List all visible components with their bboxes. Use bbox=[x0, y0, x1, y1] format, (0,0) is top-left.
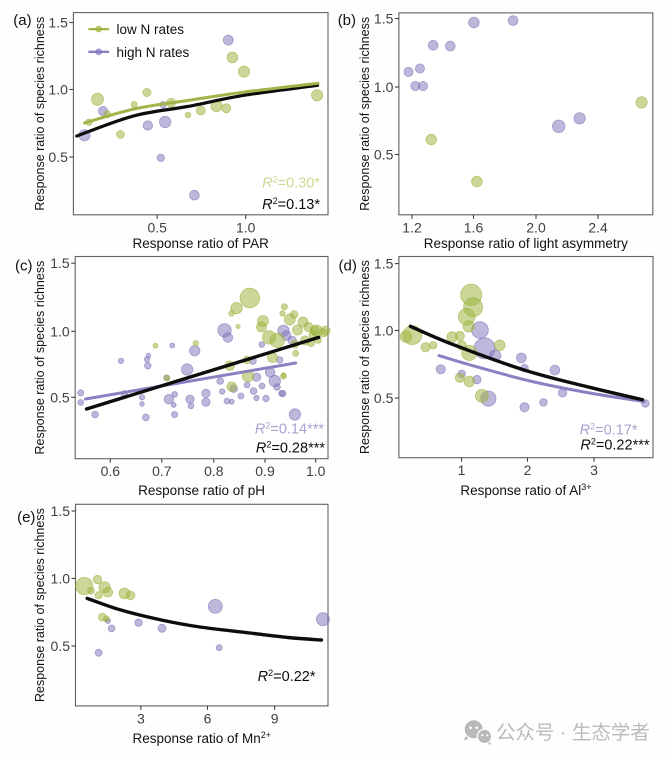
svg-text:Response ratio of species rich: Response ratio of species richness bbox=[33, 261, 47, 455]
svg-text:0.5: 0.5 bbox=[51, 638, 71, 654]
svg-text:2.4: 2.4 bbox=[588, 219, 608, 235]
svg-text:9: 9 bbox=[271, 710, 279, 726]
svg-text:0.9: 0.9 bbox=[255, 463, 275, 479]
svg-text:Response ratio of light asymme: Response ratio of light asymmetry bbox=[424, 236, 628, 251]
svg-text:0.5: 0.5 bbox=[48, 149, 68, 165]
svg-text:1.0: 1.0 bbox=[374, 323, 394, 339]
svg-text:Response ratio of pH: Response ratio of pH bbox=[138, 483, 265, 498]
svg-text:R2=0.13*: R2=0.13* bbox=[262, 196, 320, 213]
svg-text:2: 2 bbox=[524, 462, 532, 478]
svg-text:(b): (b) bbox=[338, 12, 356, 29]
svg-text:(d): (d) bbox=[339, 257, 357, 274]
svg-text:1.2: 1.2 bbox=[402, 219, 422, 235]
svg-text:Response ratio of species rich: Response ratio of species richness bbox=[358, 260, 372, 454]
svg-text:Response ratio of species rich: Response ratio of species richness bbox=[358, 17, 372, 211]
svg-text:0.8: 0.8 bbox=[204, 463, 224, 479]
svg-text:1.5: 1.5 bbox=[48, 15, 68, 31]
svg-text:3: 3 bbox=[137, 710, 145, 726]
svg-text:1.0: 1.0 bbox=[374, 79, 394, 95]
svg-text:Response ratio of species rich: Response ratio of species richness bbox=[33, 508, 47, 702]
svg-text:1.5: 1.5 bbox=[374, 11, 394, 27]
svg-text:low N rates: low N rates bbox=[117, 22, 185, 37]
svg-text:R2=0.30*: R2=0.30* bbox=[262, 175, 320, 192]
svg-text:公众号 · 生态学者: 公众号 · 生态学者 bbox=[496, 722, 650, 744]
svg-text:1.5: 1.5 bbox=[374, 256, 394, 272]
svg-text:(a): (a) bbox=[13, 12, 31, 29]
svg-text:1.0: 1.0 bbox=[48, 82, 68, 98]
svg-text:0.5: 0.5 bbox=[374, 390, 394, 406]
svg-text:R2=0.14***: R2=0.14*** bbox=[255, 421, 324, 438]
svg-text:2.0: 2.0 bbox=[526, 219, 546, 235]
svg-text:high N rates: high N rates bbox=[117, 45, 190, 60]
svg-text:1.5: 1.5 bbox=[51, 503, 71, 519]
svg-text:1.0: 1.0 bbox=[50, 323, 70, 339]
svg-text:Response ratio of Al3+: Response ratio of Al3+ bbox=[460, 482, 591, 498]
svg-text:R2=0.22***: R2=0.22*** bbox=[580, 437, 649, 454]
svg-text:1.0: 1.0 bbox=[51, 571, 71, 587]
svg-text:(c): (c) bbox=[15, 258, 33, 275]
svg-text:R2=0.17*: R2=0.17* bbox=[580, 422, 638, 439]
svg-text:(e): (e) bbox=[17, 509, 35, 526]
svg-text:0.7: 0.7 bbox=[152, 463, 172, 479]
svg-text:1: 1 bbox=[458, 462, 466, 478]
svg-text:R2=0.28***: R2=0.28*** bbox=[256, 440, 325, 457]
svg-text:1.5: 1.5 bbox=[50, 255, 70, 271]
svg-text:6: 6 bbox=[204, 710, 212, 726]
svg-text:1.0: 1.0 bbox=[236, 219, 256, 235]
svg-text:R2=0.22*: R2=0.22* bbox=[258, 668, 316, 685]
svg-text:0.5: 0.5 bbox=[50, 389, 70, 405]
svg-text:Response ratio of species rich: Response ratio of species richness bbox=[33, 17, 47, 211]
svg-text:1.6: 1.6 bbox=[464, 219, 484, 235]
svg-text:1.0: 1.0 bbox=[306, 463, 326, 479]
svg-text:Response ratio of Mn2+: Response ratio of Mn2+ bbox=[132, 730, 271, 746]
svg-text:0.5: 0.5 bbox=[374, 147, 394, 163]
svg-text:3: 3 bbox=[590, 462, 598, 478]
svg-text:0.6: 0.6 bbox=[101, 463, 121, 479]
svg-text:0.5: 0.5 bbox=[147, 219, 167, 235]
svg-text:Response ratio of PAR: Response ratio of PAR bbox=[133, 236, 270, 251]
